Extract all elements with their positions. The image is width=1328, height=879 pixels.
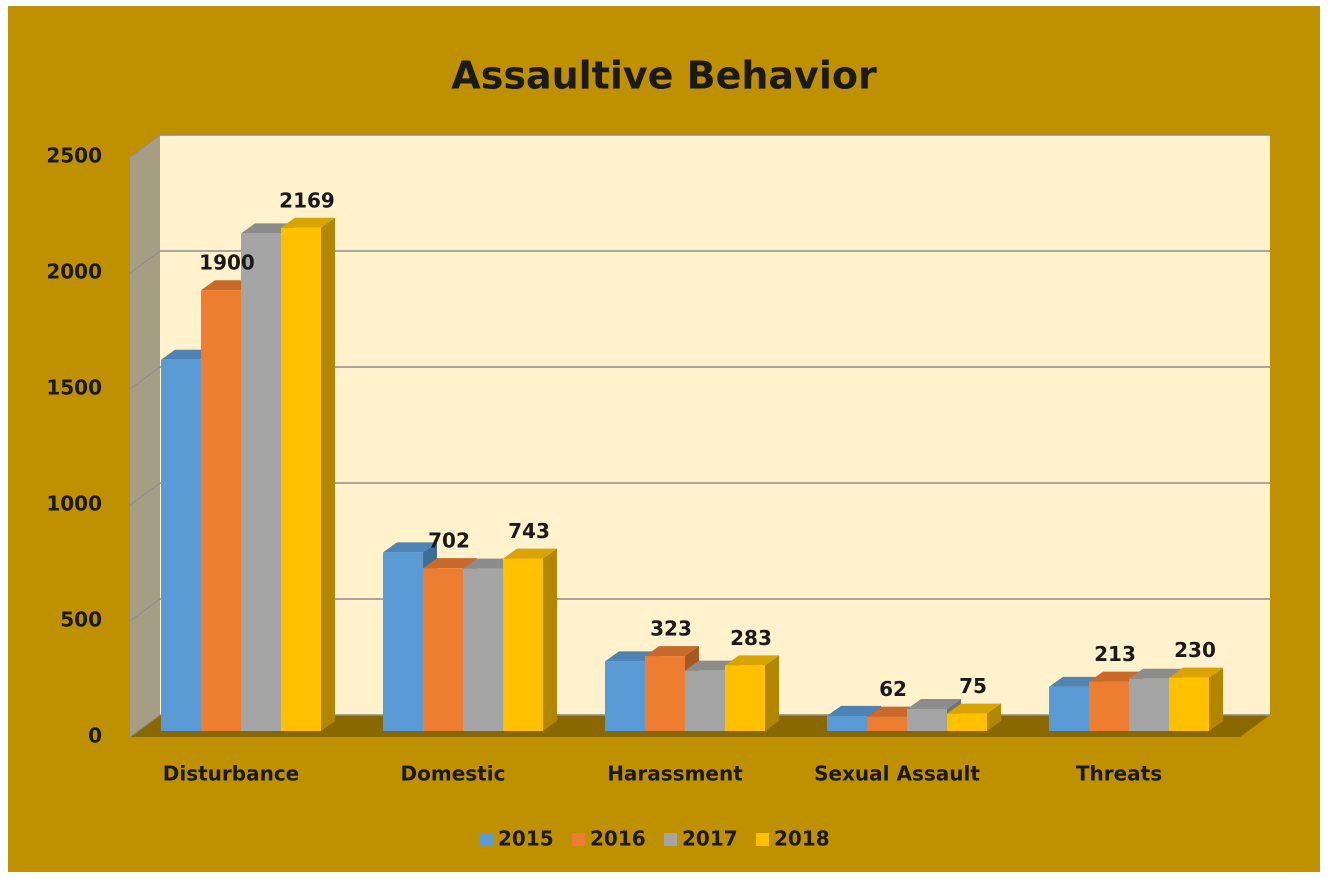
- bar: [281, 217, 335, 732]
- bar-face: [281, 217, 335, 228]
- bar-face: [827, 715, 867, 731]
- grid-line-side: [129, 250, 161, 274]
- bar-face: [605, 661, 645, 731]
- bar-face: [383, 552, 423, 731]
- bar-face: [765, 655, 779, 731]
- data-label: 2169: [279, 188, 335, 212]
- bar-face: [725, 665, 765, 731]
- x-tick-label: Threats: [1076, 762, 1162, 786]
- left-wall: [130, 135, 160, 737]
- bar-face: [201, 290, 241, 731]
- data-label: 323: [650, 617, 692, 641]
- bar-face: [1169, 667, 1223, 678]
- legend-label: 2016: [590, 827, 646, 851]
- legend-swatch: [480, 833, 493, 846]
- y-tick-label: 0: [88, 724, 102, 748]
- bar-face: [503, 548, 557, 559]
- bar: [503, 548, 557, 731]
- y-tick-label: 2500: [46, 144, 102, 168]
- bar-face: [1129, 668, 1183, 679]
- data-label: 1900: [199, 251, 255, 275]
- bar-face: [725, 655, 779, 666]
- bar-face: [947, 703, 1001, 714]
- y-tick-label: 1000: [46, 492, 102, 516]
- bar: [947, 703, 1001, 731]
- bar-face: [907, 698, 961, 709]
- bar-face: [645, 646, 699, 657]
- bar-face: [947, 713, 987, 731]
- bar-face: [241, 233, 281, 732]
- bar-face: [1089, 681, 1129, 731]
- bar-face: [1169, 677, 1209, 731]
- legend-label: 2017: [682, 827, 738, 851]
- x-tick-label: Domestic: [401, 762, 506, 786]
- legend-swatch: [756, 833, 769, 846]
- legend-swatch: [664, 833, 677, 846]
- bar-face: [827, 705, 881, 716]
- legend-label: 2015: [498, 827, 554, 851]
- bar-face: [321, 217, 335, 732]
- data-label: 283: [730, 626, 772, 650]
- data-label: 213: [1094, 642, 1136, 666]
- data-label: 62: [879, 677, 907, 701]
- legend-label: 2018: [774, 827, 830, 851]
- data-label: 75: [959, 674, 987, 698]
- bar-face: [907, 708, 947, 731]
- data-label: 230: [1174, 638, 1216, 662]
- bar-face: [685, 670, 725, 731]
- y-tick-label: 500: [60, 608, 102, 632]
- x-tick-label: Sexual Assault: [814, 762, 980, 786]
- bar-face: [1209, 667, 1223, 731]
- bar: [827, 705, 881, 731]
- grid-line-side: [129, 366, 161, 390]
- bar-face: [463, 568, 503, 731]
- bar-face: [423, 568, 463, 731]
- grid-line-side: [129, 598, 161, 622]
- grid-line-side: [129, 714, 161, 738]
- back-wall: [160, 135, 1270, 715]
- bar-face: [423, 558, 477, 569]
- x-tick-label: Harassment: [607, 762, 743, 786]
- grid-line-side: [129, 134, 161, 158]
- bar-face: [987, 703, 1001, 731]
- bar-face: [543, 548, 557, 731]
- bar-face: [383, 542, 437, 553]
- bar-face: [867, 716, 907, 731]
- x-tick-label: Disturbance: [163, 762, 300, 786]
- bar-face: [1049, 686, 1089, 731]
- bar-face: [281, 227, 321, 732]
- y-tick-label: 2000: [46, 260, 102, 284]
- grid-line-side: [129, 482, 161, 506]
- data-label: 702: [428, 529, 470, 553]
- chart-title: Assaultive Behavior: [451, 54, 877, 98]
- data-label: 743: [508, 519, 550, 543]
- bar-face: [1129, 678, 1169, 731]
- bar-face: [161, 359, 201, 731]
- bar: [1169, 667, 1223, 731]
- bar-face: [645, 656, 685, 731]
- legend-swatch: [572, 833, 585, 846]
- y-tick-label: 1500: [46, 376, 102, 400]
- bar: [725, 655, 779, 731]
- bar-face: [503, 558, 543, 731]
